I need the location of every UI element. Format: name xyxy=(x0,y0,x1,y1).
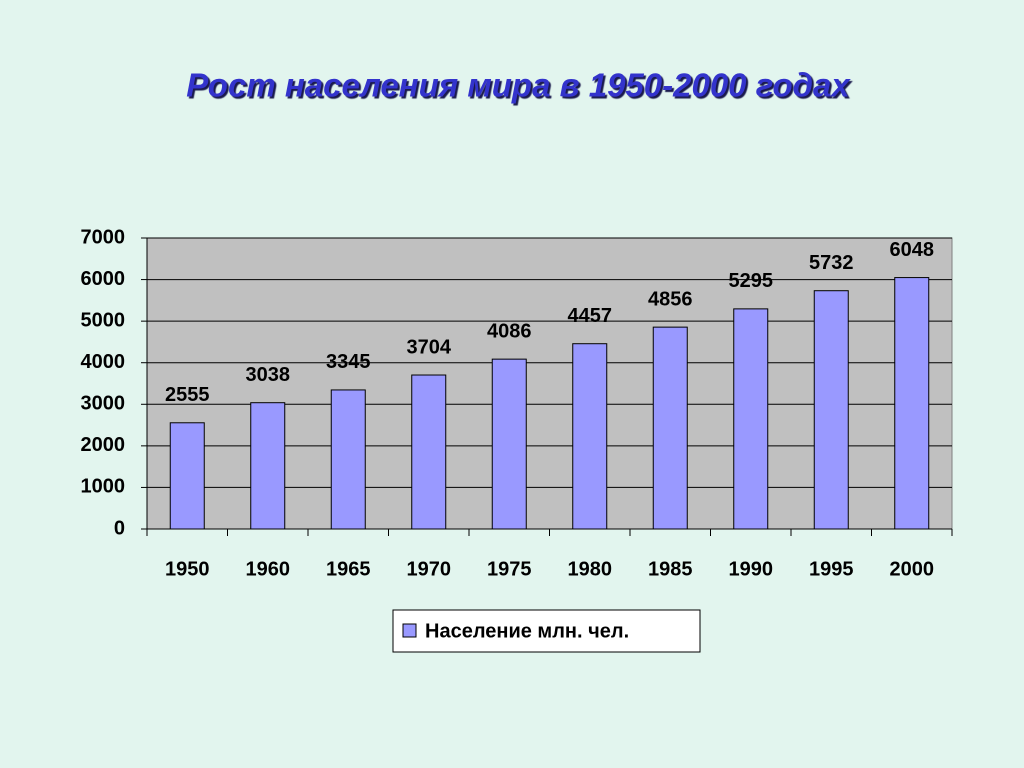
x-tick-label: 1965 xyxy=(326,558,371,580)
bar xyxy=(250,402,286,530)
data-label: 2555 xyxy=(165,384,210,406)
x-tick-label: 1950 xyxy=(165,558,210,580)
bar xyxy=(813,290,849,530)
y-tick-label: 4000 xyxy=(81,351,126,373)
y-tick-label: 2000 xyxy=(81,434,126,456)
x-tick-label: 1960 xyxy=(246,558,291,580)
bar xyxy=(733,308,769,530)
x-tick-label: 1995 xyxy=(809,558,854,580)
legend-swatch xyxy=(402,623,417,638)
y-tick-label: 6000 xyxy=(81,268,126,290)
y-tick-label: 3000 xyxy=(81,393,126,415)
x-tick-label: 1975 xyxy=(487,558,532,580)
bar xyxy=(169,422,205,530)
bar xyxy=(411,374,447,530)
y-tick-label: 1000 xyxy=(81,476,126,498)
y-tick-label: 0 xyxy=(114,517,125,539)
data-label: 4086 xyxy=(487,320,532,342)
x-tick-label: 1985 xyxy=(648,558,693,580)
bar xyxy=(652,326,688,530)
data-label: 3704 xyxy=(407,336,452,358)
y-tick-label: 5000 xyxy=(81,309,126,331)
x-tick-label: 1990 xyxy=(729,558,774,580)
legend-label: Население млн. чел. xyxy=(425,620,629,642)
x-tick-label: 1970 xyxy=(407,558,452,580)
bar xyxy=(894,277,930,530)
legend-box xyxy=(392,609,701,653)
data-label: 3345 xyxy=(326,351,371,373)
x-tick-label: 1980 xyxy=(568,558,613,580)
chart-title: Рост населения мира в 1950-2000 годах xyxy=(186,67,851,104)
y-tick-label: 7000 xyxy=(81,226,126,248)
data-label: 6048 xyxy=(890,239,935,261)
data-label: 3038 xyxy=(246,364,291,386)
data-label: 4457 xyxy=(568,305,613,327)
data-label: 5295 xyxy=(729,270,774,292)
bar xyxy=(491,358,527,530)
bar xyxy=(572,343,608,530)
x-tick-label: 2000 xyxy=(890,558,935,580)
bar xyxy=(330,389,366,530)
data-label: 4856 xyxy=(648,288,693,310)
data-label: 5732 xyxy=(809,252,854,274)
